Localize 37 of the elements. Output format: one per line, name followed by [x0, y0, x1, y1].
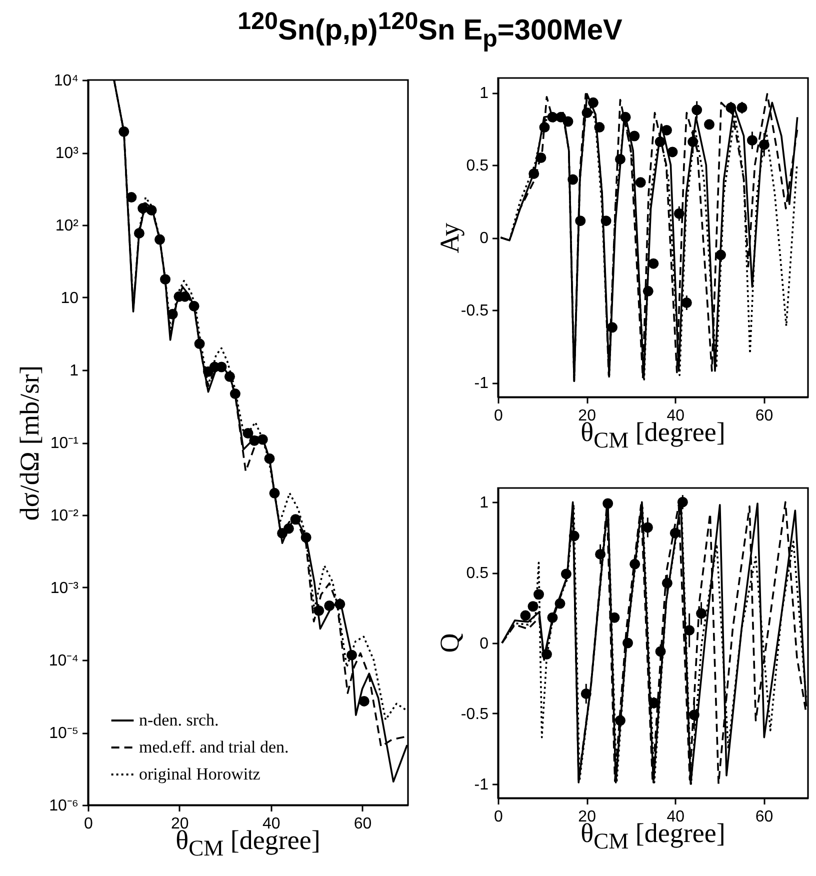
y-axis-title: Ay [434, 222, 466, 253]
y-tick-label: 0 [480, 636, 489, 652]
y-axis-title: dσ/dΩ [mb/sr] [14, 364, 46, 520]
y-tick-label: 0 [480, 230, 489, 247]
y-tick-label: 10⁻⁴ [48, 652, 79, 670]
y-tick-label: 1 [480, 85, 489, 102]
x-tick-label: 0 [84, 816, 94, 832]
y-tick-label: 10 [60, 290, 79, 307]
y-tick-label: 10⁻⁶ [49, 798, 78, 814]
y-tick-label: 10⁻¹ [50, 435, 78, 452]
legend-label: n-den. srch. [139, 710, 219, 730]
y-tick-label: 10³ [55, 145, 80, 162]
y-tick-label: -1 [474, 375, 489, 392]
y-tick-label: -0.5 [460, 706, 489, 723]
y-tick-label: 10⁻⁵ [49, 725, 78, 742]
y-axis-title: Q [434, 633, 466, 653]
x-tick-label: 60 [354, 816, 372, 832]
x-tick-label: 60 [755, 808, 774, 826]
x-tick-label: 60 [755, 408, 774, 424]
y-tick-label: 1 [70, 362, 79, 380]
y-tick-label: 0.5 [466, 158, 489, 174]
legend-label: original Horowitz [139, 764, 261, 784]
x-tick-label: 0 [494, 408, 504, 424]
y-tick-label: 10⁻³ [50, 580, 80, 597]
y-tick-label: 10⁴ [54, 72, 79, 90]
legend-label: med.eff. and trial den. [139, 738, 289, 756]
y-tick-label: 1 [480, 494, 489, 512]
y-tick-label: -1 [474, 776, 489, 794]
y-tick-label: 10⁻² [50, 508, 80, 524]
y-tick-label: 10² [55, 218, 80, 234]
x-tick-label: 40 [666, 408, 685, 424]
y-tick-label: -0.5 [460, 302, 489, 320]
x-tick-label: 40 [262, 816, 280, 832]
x-tick-label: 40 [666, 808, 685, 826]
x-tick-label: 0 [494, 808, 504, 826]
y-tick-label: 0.5 [466, 565, 489, 582]
chart-title: $^{120}$Sn(p,p)$^{120}$Sn E$_{p}$=300MeV [238, 8, 622, 54]
